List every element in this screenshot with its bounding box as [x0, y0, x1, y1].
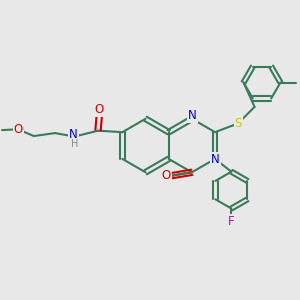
Text: N: N	[188, 109, 197, 122]
Text: O: O	[161, 169, 171, 182]
Text: F: F	[228, 214, 235, 227]
Text: O: O	[14, 123, 23, 136]
Text: N: N	[211, 153, 220, 166]
Text: N: N	[69, 128, 78, 141]
Text: O: O	[95, 103, 104, 116]
Text: S: S	[235, 117, 242, 130]
Text: H: H	[70, 140, 78, 149]
